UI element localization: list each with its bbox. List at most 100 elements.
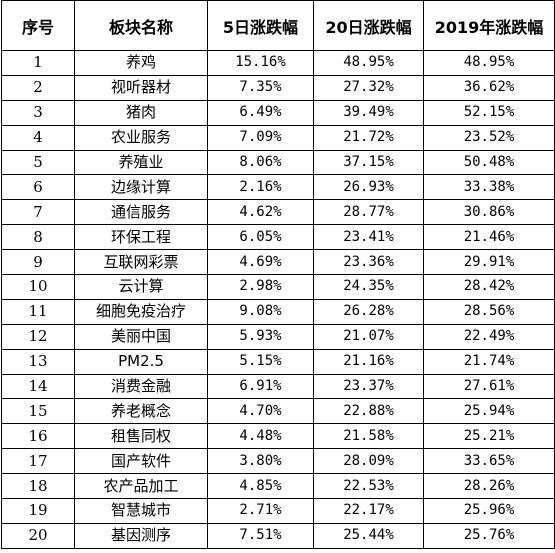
change-5day: 15.16%	[207, 50, 314, 76]
change-20day: 21.72%	[313, 124, 424, 151]
header-sector-name: 板块名称	[74, 0, 208, 51]
row-index: 16	[1, 423, 75, 450]
row-index: 10	[1, 274, 75, 300]
change-20day: 25.44%	[313, 522, 424, 549]
sector-name: 租售同权	[74, 423, 208, 450]
change-2019: 25.96%	[423, 498, 555, 524]
row-index: 13	[1, 348, 75, 375]
row-index: 4	[1, 124, 75, 151]
table-row: 15 养老概念 4.70% 22.88% 25.94%	[1, 398, 555, 425]
change-20day: 23.41%	[313, 224, 424, 251]
change-5day: 4.69%	[207, 249, 314, 276]
change-20day: 39.49%	[313, 99, 424, 126]
change-5day: 4.62%	[207, 199, 314, 226]
change-20day: 21.16%	[313, 348, 424, 375]
row-index: 6	[1, 174, 75, 201]
table-row: 16 租售同权 4.48% 21.58% 25.21%	[1, 423, 555, 450]
table-row: 2 视听器材 7.35% 27.32% 36.62%	[1, 74, 555, 101]
change-5day: 3.80%	[207, 448, 314, 475]
change-2019: 28.42%	[423, 274, 555, 300]
change-2019: 33.38%	[423, 174, 555, 201]
change-2019: 30.86%	[423, 199, 555, 226]
sector-name: 通信服务	[74, 199, 208, 226]
row-index: 11	[1, 298, 75, 325]
table-row: 9 互联网彩票 4.69% 23.36% 29.91%	[1, 249, 555, 276]
sector-name: 养殖业	[74, 149, 208, 176]
change-5day: 2.71%	[207, 498, 314, 524]
table-header-row: 序号 板块名称 5日涨跌幅 20日涨跌幅 2019年涨跌幅	[1, 0, 555, 51]
change-20day: 23.37%	[313, 373, 424, 400]
change-2019: 21.46%	[423, 224, 555, 251]
change-20day: 22.17%	[313, 498, 424, 524]
row-index: 3	[1, 99, 75, 126]
change-2019: 28.26%	[423, 473, 555, 500]
change-20day: 22.53%	[313, 473, 424, 500]
change-2019: 27.61%	[423, 373, 555, 400]
change-2019: 29.91%	[423, 249, 555, 276]
header-20day-change: 20日涨跌幅	[313, 0, 424, 51]
sector-name: 视听器材	[74, 74, 208, 101]
table-row: 18 农产品加工 4.85% 22.53% 28.26%	[1, 473, 555, 500]
change-2019: 28.56%	[423, 298, 555, 325]
row-index: 14	[1, 373, 75, 400]
table-row: 14 消费金融 6.91% 23.37% 27.61%	[1, 373, 555, 400]
sector-name: PM2.5	[74, 348, 208, 375]
table-row: 3 猪肉 6.49% 39.49% 52.15%	[1, 99, 555, 126]
row-index: 9	[1, 249, 75, 276]
sector-name: 美丽中国	[74, 323, 208, 350]
change-20day: 26.28%	[313, 298, 424, 325]
change-20day: 28.09%	[313, 448, 424, 475]
table-row: 19 智慧城市 2.71% 22.17% 25.96%	[1, 498, 555, 524]
change-20day: 23.36%	[313, 249, 424, 276]
change-5day: 6.91%	[207, 373, 314, 400]
change-5day: 2.98%	[207, 274, 314, 300]
change-20day: 28.77%	[313, 199, 424, 226]
table-row: 12 美丽中国 5.93% 21.07% 22.49%	[1, 323, 555, 350]
change-20day: 48.95%	[313, 50, 424, 76]
table-row: 11 细胞免疫治疗 9.08% 26.28% 28.56%	[1, 298, 555, 325]
change-5day: 4.70%	[207, 398, 314, 425]
change-20day: 27.32%	[313, 74, 424, 101]
row-index: 1	[1, 50, 75, 76]
change-2019: 25.21%	[423, 423, 555, 450]
sector-name: 智慧城市	[74, 498, 208, 524]
change-20day: 21.07%	[313, 323, 424, 350]
sector-name: 消费金融	[74, 373, 208, 400]
change-5day: 8.06%	[207, 149, 314, 176]
table-body: 1 养鸡 15.16% 48.95% 48.95% 2 视听器材 7.35% 27.32% 36.…	[1, 50, 555, 549]
change-20day: 37.15%	[313, 149, 424, 176]
row-index: 12	[1, 323, 75, 350]
table-row: 4 农业服务 7.09% 21.72% 23.52%	[1, 124, 555, 151]
change-5day: 7.51%	[207, 522, 314, 549]
change-2019: 33.65%	[423, 448, 555, 475]
header-index: 序号	[1, 0, 75, 51]
row-index: 19	[1, 498, 75, 524]
change-5day: 2.16%	[207, 174, 314, 201]
row-index: 15	[1, 398, 75, 425]
change-20day: 22.88%	[313, 398, 424, 425]
header-5day-change: 5日涨跌幅	[207, 0, 314, 51]
row-index: 7	[1, 199, 75, 226]
change-5day: 5.15%	[207, 348, 314, 375]
sector-name: 农业服务	[74, 124, 208, 151]
row-index: 5	[1, 149, 75, 176]
table-row: 7 通信服务 4.62% 28.77% 30.86%	[1, 199, 555, 226]
change-2019: 36.62%	[423, 74, 555, 101]
change-5day: 9.08%	[207, 298, 314, 325]
change-5day: 7.09%	[207, 124, 314, 151]
table-row: 6 边缘计算 2.16% 26.93% 33.38%	[1, 174, 555, 201]
table-row: 17 国产软件 3.80% 28.09% 33.65%	[1, 448, 555, 475]
row-index: 2	[1, 74, 75, 101]
change-5day: 5.93%	[207, 323, 314, 350]
change-20day: 21.58%	[313, 423, 424, 450]
row-index: 8	[1, 224, 75, 251]
sector-name: 环保工程	[74, 224, 208, 251]
sector-name: 基因测序	[74, 522, 208, 549]
row-index: 20	[1, 522, 75, 549]
change-2019: 21.74%	[423, 348, 555, 375]
sector-name: 农产品加工	[74, 473, 208, 500]
sector-name: 国产软件	[74, 448, 208, 475]
change-2019: 48.95%	[423, 50, 555, 76]
change-2019: 22.49%	[423, 323, 555, 350]
